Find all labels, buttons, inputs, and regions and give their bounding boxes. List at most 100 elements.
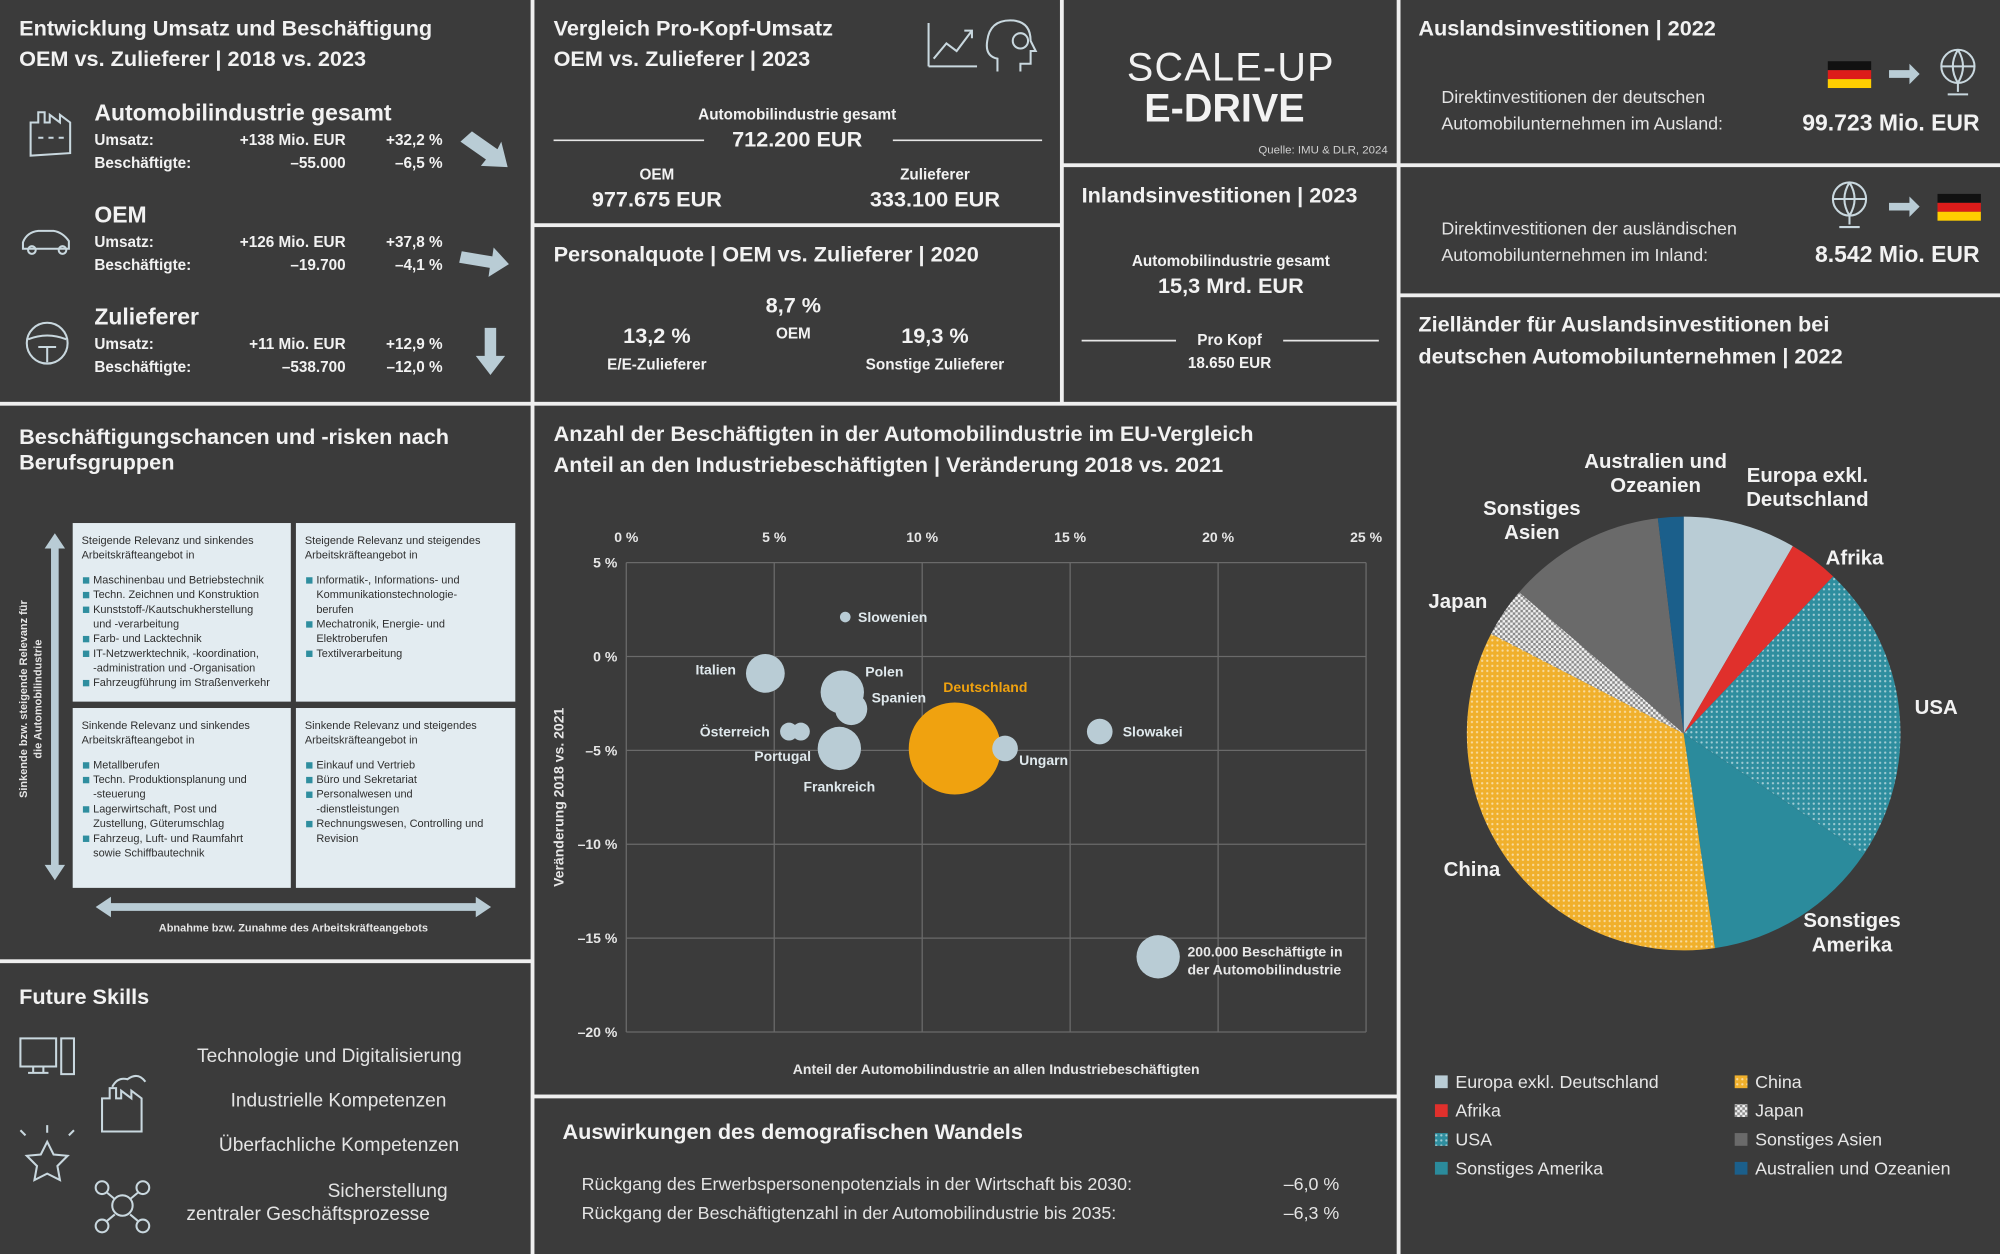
- flag: [1937, 211, 1981, 221]
- arrow: [95, 896, 492, 918]
- row-value: –6,3 %: [1284, 1203, 1340, 1223]
- label: Sonstige Zulieferer: [866, 356, 1005, 373]
- bullet: [306, 762, 313, 769]
- panel-title: Auswirkungen des demografischen Wandels: [563, 1119, 1023, 1144]
- bubble: [745, 653, 785, 693]
- value: 712.200 EUR: [732, 127, 862, 152]
- slice-label: Sonstiges: [1483, 498, 1580, 520]
- legend-label: Europa exkl. Deutschland: [1455, 1072, 1658, 1092]
- separator-lines: [553, 139, 1379, 342]
- slice-label: Japan: [1428, 591, 1487, 613]
- panel: [0, 963, 531, 1254]
- bullet: [306, 650, 313, 657]
- row-label: Beschäftigte:: [94, 359, 191, 376]
- network-icon: [111, 1194, 134, 1217]
- bubble-label: Frankreich: [804, 779, 876, 795]
- bubble: [817, 726, 862, 771]
- chart-title: Zielländer für Auslandsinvestitionen bei: [1418, 312, 1829, 337]
- bubble-label: Österreich: [700, 724, 770, 740]
- quadrant-item: -steuerung: [93, 789, 145, 801]
- panel-title: Future Skills: [19, 984, 149, 1009]
- slice-label: Australien und: [1584, 451, 1727, 473]
- quadrant: [295, 523, 516, 702]
- flag: [1827, 70, 1872, 80]
- panel: [534, 1098, 1397, 1254]
- quadrant-item: Kunststoff-/Kautschukherstellung: [93, 604, 253, 616]
- bubble: [908, 702, 1001, 795]
- legend-swatch: [1734, 1104, 1748, 1117]
- skill: zentraler Geschäftsprozesse: [186, 1204, 429, 1225]
- skill: Industrielle Kompetenzen: [231, 1090, 447, 1111]
- quadrant-item: Rechnungswesen, Controlling und: [316, 818, 483, 830]
- row-value: +126 Mio. EUR: [240, 234, 346, 251]
- legend-label: Sonstiges Asien: [1755, 1129, 1882, 1149]
- axis-label: die Automobilindustrie: [32, 640, 44, 759]
- group-name: OEM: [94, 201, 146, 227]
- x-tick-label: 5 %: [762, 529, 787, 545]
- value: 977.675 EUR: [592, 187, 722, 212]
- x-tick-label: 25 %: [1350, 529, 1382, 545]
- panel: [1400, 0, 2000, 164]
- bubble: [839, 611, 851, 623]
- quadrant-item: Techn. Produktionsplanung und: [93, 774, 247, 786]
- bubble-label: Deutschland: [943, 679, 1027, 695]
- legend-label: Japan: [1755, 1101, 1804, 1121]
- bubble-label: Spanien: [872, 690, 927, 706]
- source: Quelle: IMU & DLR, 2024: [1258, 145, 1388, 157]
- value: 99.723 Mio. EUR: [1802, 109, 1980, 135]
- flag: [1937, 202, 1981, 212]
- label: Pro Kopf: [1197, 332, 1262, 349]
- bullet: [306, 791, 313, 798]
- quadrant-item: Textilverarbeitung: [316, 648, 402, 660]
- panel: [534, 227, 1060, 402]
- quadrant-heading: Sinkende Relevanz und steigendes: [305, 720, 477, 732]
- legend-swatch: [1434, 1075, 1448, 1089]
- factory-icon: [101, 1074, 147, 1133]
- quadrant-item: Einkauf und Vertrieb: [316, 759, 415, 771]
- y-tick-label: –5 %: [585, 742, 617, 758]
- quadrant-heading: Steigende Relevanz und steigendes: [305, 535, 481, 547]
- quadrant-heading: Arbeitskräfteangebot in: [82, 734, 195, 746]
- brand: SCALE-UP: [1127, 46, 1335, 90]
- network-icon: [106, 1191, 139, 1222]
- legend-swatch: [1734, 1133, 1748, 1146]
- row-percent: +12,9 %: [386, 336, 443, 353]
- legend-label: Australien und Ozeanien: [1755, 1158, 1950, 1178]
- row-percent: +37,8 %: [386, 234, 443, 251]
- value: 19,3 %: [901, 323, 968, 348]
- size-legend-label: 200.000 Beschäftigte in: [1188, 944, 1343, 960]
- slice-label: Afrika: [1826, 548, 1884, 570]
- pie-slice: [1683, 516, 1793, 734]
- skill: Sicherstellung: [328, 1181, 448, 1202]
- trend-arrows: [459, 131, 509, 376]
- quadrant-item: Elektroberufen: [316, 633, 387, 645]
- legend-swatch: [1734, 1161, 1748, 1175]
- bubble-label: Slowakei: [1123, 724, 1183, 740]
- quadrant-item: -administration und -Organisation: [93, 662, 255, 674]
- quadrant-heading: Steigende Relevanz und sinkendes: [82, 535, 254, 547]
- wheel-icon: [25, 321, 69, 365]
- quadrant-item: Metallberufen: [93, 759, 159, 771]
- panel-title: Personalquote | OEM vs. Zulieferer | 202…: [554, 241, 979, 266]
- row-value: –19.700: [290, 257, 345, 274]
- panel: [1063, 0, 1397, 164]
- head-icon: [1011, 32, 1030, 50]
- skill: Technologie und Digitalisierung: [197, 1046, 462, 1067]
- slice-label: Amerika: [1812, 934, 1893, 956]
- y-tick-label: –10 %: [578, 836, 618, 852]
- quadrant-item: Informatik-, Informations- und: [316, 574, 459, 586]
- bullet: [306, 776, 313, 784]
- globe-icon: [1941, 49, 1975, 96]
- quadrant-item: Lagerwirtschaft, Post und: [93, 803, 217, 815]
- quadrant-item: Maschinenbau und Betriebstechnik: [93, 574, 264, 586]
- quadrant-item: -dienstleistungen: [316, 803, 399, 815]
- bubble-label: Italien: [696, 662, 737, 678]
- row-value: –6,0 %: [1284, 1174, 1340, 1194]
- quadrant-heading: Arbeitskräfteangebot in: [82, 549, 195, 561]
- x-tick-label: 0 %: [614, 529, 639, 545]
- row-label: Rückgang des Erwerbspersonenpotenzials i…: [582, 1174, 1132, 1194]
- row-label: Beschäftigte:: [94, 155, 191, 172]
- panel-title: Auslandsinvestitionen | 2022: [1418, 16, 1716, 41]
